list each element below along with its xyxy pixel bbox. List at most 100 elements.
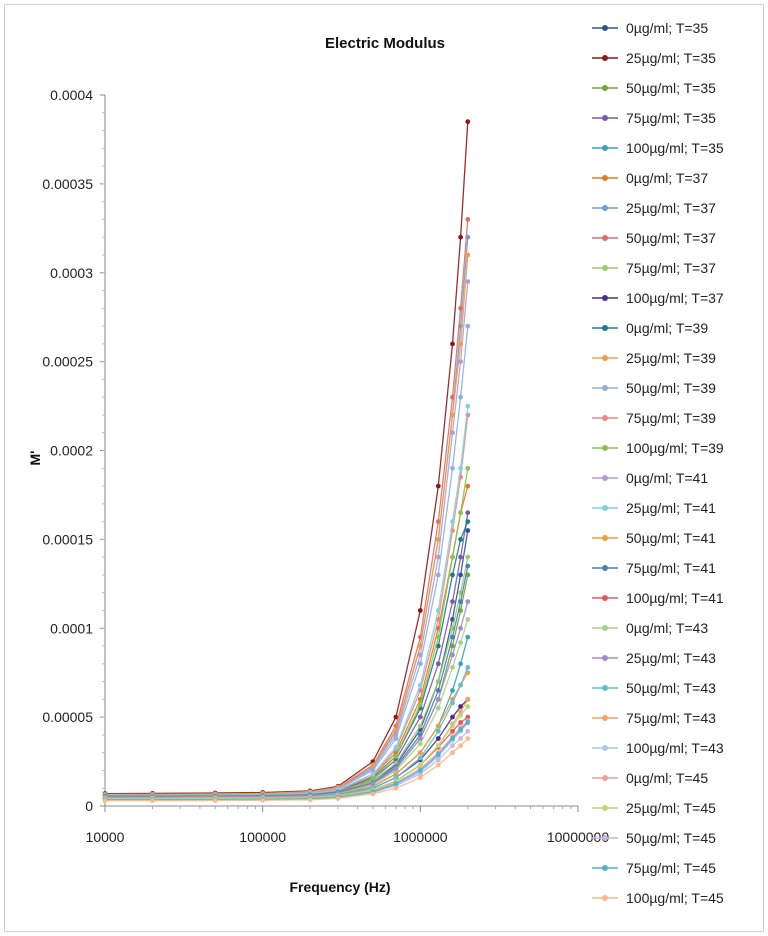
data-point xyxy=(450,736,455,741)
data-point xyxy=(465,697,471,702)
data-point xyxy=(435,679,441,684)
y-tick-label: 0 xyxy=(85,798,93,814)
legend-label: 50µg/ml; T=41 xyxy=(626,530,716,546)
data-point xyxy=(458,712,463,718)
data-point xyxy=(435,519,441,524)
legend-label: 25µg/ml; T=39 xyxy=(626,350,716,366)
data-point xyxy=(465,617,471,622)
data-point xyxy=(435,634,441,640)
data-point xyxy=(465,119,471,125)
data-point xyxy=(450,665,455,670)
legend-swatch-marker xyxy=(602,265,608,271)
data-point xyxy=(435,661,441,667)
data-point xyxy=(450,652,455,658)
data-point xyxy=(393,775,399,780)
data-point xyxy=(393,766,399,772)
data-point xyxy=(465,323,471,329)
data-point xyxy=(450,412,455,418)
legend-swatch-marker xyxy=(602,25,608,31)
data-point xyxy=(458,704,463,709)
legend-swatch-marker xyxy=(602,865,608,871)
legend-swatch-marker xyxy=(602,595,608,601)
legend-label: 0µg/ml; T=39 xyxy=(626,320,708,336)
data-point xyxy=(450,688,455,693)
data-point xyxy=(370,771,376,777)
data-point xyxy=(458,640,463,645)
data-point xyxy=(417,661,423,667)
chart-frame xyxy=(4,4,764,932)
data-point xyxy=(465,279,471,284)
legend-label: 50µg/ml; T=39 xyxy=(626,380,716,396)
data-point xyxy=(435,697,441,702)
data-point xyxy=(102,798,108,804)
legend-swatch-marker xyxy=(602,565,608,571)
x-tick-label: 10000000 xyxy=(547,829,610,845)
legend-swatch-marker xyxy=(602,475,608,481)
data-point xyxy=(458,234,463,240)
data-point xyxy=(417,771,423,777)
legend-swatch-marker xyxy=(602,685,608,691)
data-point xyxy=(450,519,455,524)
data-point xyxy=(465,483,471,489)
data-point xyxy=(417,755,423,761)
legend-label: 0µg/ml; T=43 xyxy=(626,620,708,636)
data-point xyxy=(450,723,455,729)
legend-label: 100µg/ml; T=37 xyxy=(626,290,724,306)
data-point xyxy=(435,743,441,748)
data-point xyxy=(393,714,399,720)
legend-label: 0µg/ml; T=41 xyxy=(626,470,708,486)
data-point xyxy=(465,634,471,640)
data-point xyxy=(450,643,455,649)
legend-swatch-marker xyxy=(602,205,608,211)
data-point xyxy=(465,599,471,604)
legend-swatch-marker xyxy=(602,85,608,91)
data-point xyxy=(458,572,463,578)
legend-swatch-marker xyxy=(602,745,608,751)
data-point xyxy=(465,728,471,734)
data-point xyxy=(435,537,441,542)
data-point xyxy=(458,465,463,471)
data-point xyxy=(450,341,455,347)
data-point xyxy=(370,781,376,787)
legend-label: 50µg/ml; T=35 xyxy=(626,80,716,96)
data-point xyxy=(335,796,341,801)
data-point xyxy=(370,791,376,797)
data-point xyxy=(435,728,441,734)
x-tick-label: 10000 xyxy=(86,829,125,845)
data-point xyxy=(435,554,441,560)
data-point xyxy=(307,797,313,803)
data-point xyxy=(393,781,399,787)
data-point xyxy=(450,394,455,400)
legend-label: 100µg/ml; T=41 xyxy=(626,590,724,606)
data-point xyxy=(465,714,471,720)
data-point xyxy=(450,728,455,734)
y-tick-label: 0.0003 xyxy=(50,265,93,281)
legend-label: 25µg/ml; T=35 xyxy=(626,50,716,66)
data-point xyxy=(458,625,463,631)
data-point xyxy=(450,700,455,706)
data-point xyxy=(435,572,441,578)
data-point xyxy=(465,720,471,725)
legend-swatch-marker xyxy=(602,175,608,181)
legend-label: 25µg/ml; T=45 xyxy=(626,800,716,816)
data-point xyxy=(450,465,455,471)
legend-label: 50µg/ml; T=37 xyxy=(626,230,716,246)
data-point xyxy=(465,465,471,471)
series-line xyxy=(105,521,469,796)
data-point xyxy=(417,652,423,658)
y-axis-title: M' xyxy=(27,451,43,466)
data-point xyxy=(465,403,471,409)
data-point xyxy=(465,252,471,258)
data-point xyxy=(450,750,455,756)
chart-title: Electric Modulus xyxy=(325,35,445,52)
series-line xyxy=(105,237,469,796)
data-point xyxy=(458,394,463,400)
data-point xyxy=(435,762,441,768)
legend-label: 25µg/ml; T=41 xyxy=(626,500,716,516)
data-point xyxy=(450,554,455,560)
x-axis-title: Frequency (Hz) xyxy=(289,879,390,895)
y-tick-label: 0.00015 xyxy=(42,531,93,547)
legend-swatch-marker xyxy=(602,805,608,811)
legend-label: 100µg/ml; T=45 xyxy=(626,890,724,906)
